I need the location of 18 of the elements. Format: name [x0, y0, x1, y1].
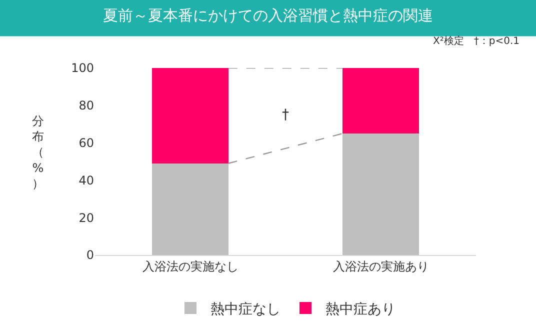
legend-label: 熱中症なし [210, 301, 280, 318]
text: X²検定 †：p<0.1 [433, 35, 520, 47]
y-axis-title: 分布（%） [32, 114, 44, 190]
legend-label: 熱中症あり [326, 301, 396, 318]
x-tick-label: 入浴法の実施あり [332, 259, 429, 274]
y-tick-label: 100 [71, 61, 94, 76]
y-tick-label: 20 [78, 210, 94, 225]
chart-title: 夏前～夏本番にかけての入浴習慣と熱中症の関連 [103, 6, 433, 24]
y-tick-label: 80 [78, 98, 94, 113]
bar [342, 133, 419, 255]
bar [152, 68, 228, 164]
y-tick-label: 40 [78, 173, 94, 188]
bar [342, 68, 419, 134]
annotation: † [282, 107, 289, 123]
y-tick-label: 0 [86, 248, 94, 262]
y-tick-label: 60 [78, 136, 94, 150]
bar [152, 163, 228, 255]
x-tick-label: 入浴法の実施なし [142, 259, 238, 274]
